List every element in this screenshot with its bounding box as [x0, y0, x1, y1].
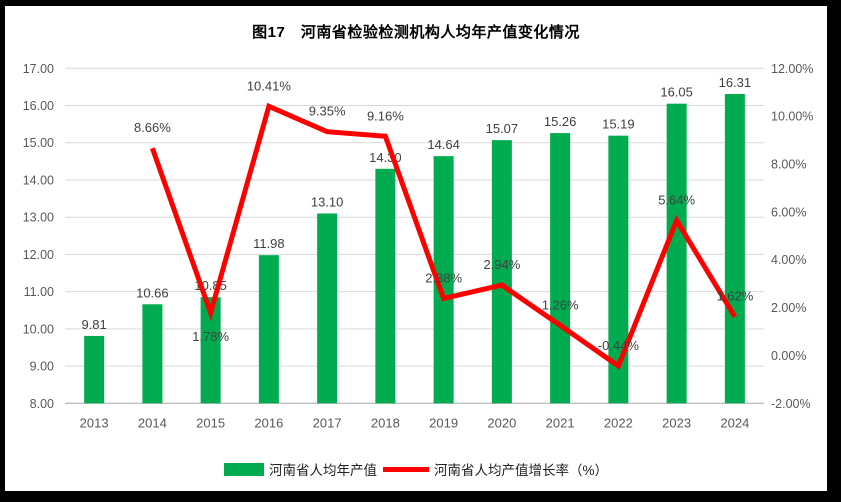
x-axis-label: 2019 [429, 415, 458, 430]
line-label-2014: 8.66% [134, 120, 171, 135]
bar-2013 [84, 335, 105, 404]
x-axis-label: 2021 [546, 415, 575, 430]
bar-label-2022: 15.19 [602, 117, 635, 132]
left-axis-tick: 17.00 [23, 62, 54, 76]
left-axis-tick: 9.00 [30, 360, 54, 374]
left-axis-tick: 8.00 [30, 397, 54, 411]
line-label-2022: -0.44% [598, 338, 640, 353]
right-axis-tick: 2.00% [771, 301, 806, 315]
x-axis-label: 2018 [371, 415, 400, 430]
line-label-2016: 10.41% [247, 78, 292, 93]
line-label-2019: 2.38% [425, 270, 462, 285]
x-axis-label: 2017 [313, 415, 342, 430]
right-axis-tick: 0.00% [771, 349, 806, 363]
x-axis-label: 2023 [662, 415, 691, 430]
chart-canvas: 8.00 9.00 10.00 11.00 12.00 13.00 14.00 15.00 16… [23, 62, 814, 430]
legend-bar-label: 河南省人均年产值 [268, 463, 377, 478]
x-axis-label: 2022 [604, 415, 633, 430]
bar-2015 [200, 297, 221, 404]
growth-line [150, 102, 738, 370]
x-axis-label: 2016 [254, 415, 283, 430]
line-label-2024: 1.62% [716, 289, 753, 304]
right-axis-tick: 6.00% [771, 205, 806, 219]
bar-label-2023: 16.05 [660, 85, 693, 100]
bar-label-2014: 10.66 [136, 285, 169, 300]
legend-item-line: 河南省人均产值增长率（%） [382, 459, 608, 479]
bar-label-2020: 15.07 [486, 121, 519, 136]
bar-label-2024: 16.31 [719, 75, 752, 90]
line-label-2017: 9.35% [309, 104, 346, 119]
bar-label-2017: 13.10 [311, 194, 344, 209]
right-axis-tick: -2.00% [771, 397, 811, 411]
right-axis-tick: 4.00% [771, 253, 806, 267]
x-axis-label: 2024 [720, 415, 749, 430]
line-label-2018: 9.16% [367, 108, 404, 123]
line-label-2021: 1.26% [542, 297, 579, 312]
legend-bar-swatch [223, 462, 264, 476]
x-axis-label: 2013 [80, 415, 109, 430]
left-axis-tick: 11.00 [24, 285, 54, 299]
bar-2024 [724, 93, 745, 404]
bar-2019 [433, 156, 454, 404]
x-axis-label: 2015 [196, 415, 225, 430]
bar-2018 [375, 168, 396, 404]
bar-label-2013: 9.81 [81, 317, 106, 332]
legend-item-bar: 河南省人均年产值 [223, 459, 377, 479]
bar-2014 [142, 304, 163, 404]
bar-label-2019: 14.64 [427, 137, 460, 152]
right-axis-tick: 8.00% [771, 158, 806, 172]
line-label-2020: 2.94% [483, 257, 520, 272]
bar-2020 [491, 140, 512, 404]
bar-label-2016: 11.98 [253, 236, 285, 251]
bar-2017 [317, 213, 338, 404]
right-axis-tick: 10.00% [771, 110, 813, 124]
left-axis-tick: 15.00 [23, 136, 54, 150]
bar-2022 [608, 135, 629, 404]
right-axis-tick: 12.00% [771, 62, 813, 76]
line-label-2023: 5.64% [658, 192, 695, 207]
left-axis-tick: 13.00 [23, 211, 54, 225]
legend-line-label: 河南省人均产值增长率（%） [433, 463, 608, 478]
x-axis-label: 2014 [138, 415, 167, 430]
left-axis-tick: 14.00 [23, 173, 54, 187]
left-axis-tick: 12.00 [23, 248, 54, 262]
line-label-2015: 1.78% [192, 329, 229, 344]
left-axis-tick: 16.00 [23, 99, 54, 113]
bar-2021 [550, 133, 571, 404]
chart-title: 图17 河南省检验检测机构人均年产值变化情况 [252, 24, 580, 41]
bar-2016 [258, 255, 279, 404]
chart-legend: 河南省人均年产值 河南省人均产值增长率（%） [5, 459, 827, 479]
bar-label-2021: 15.26 [544, 114, 577, 129]
bar-2023 [666, 103, 687, 404]
left-axis-tick: 10.00 [23, 322, 54, 336]
x-axis-label: 2020 [487, 415, 516, 430]
legend-line-swatch [382, 466, 429, 472]
